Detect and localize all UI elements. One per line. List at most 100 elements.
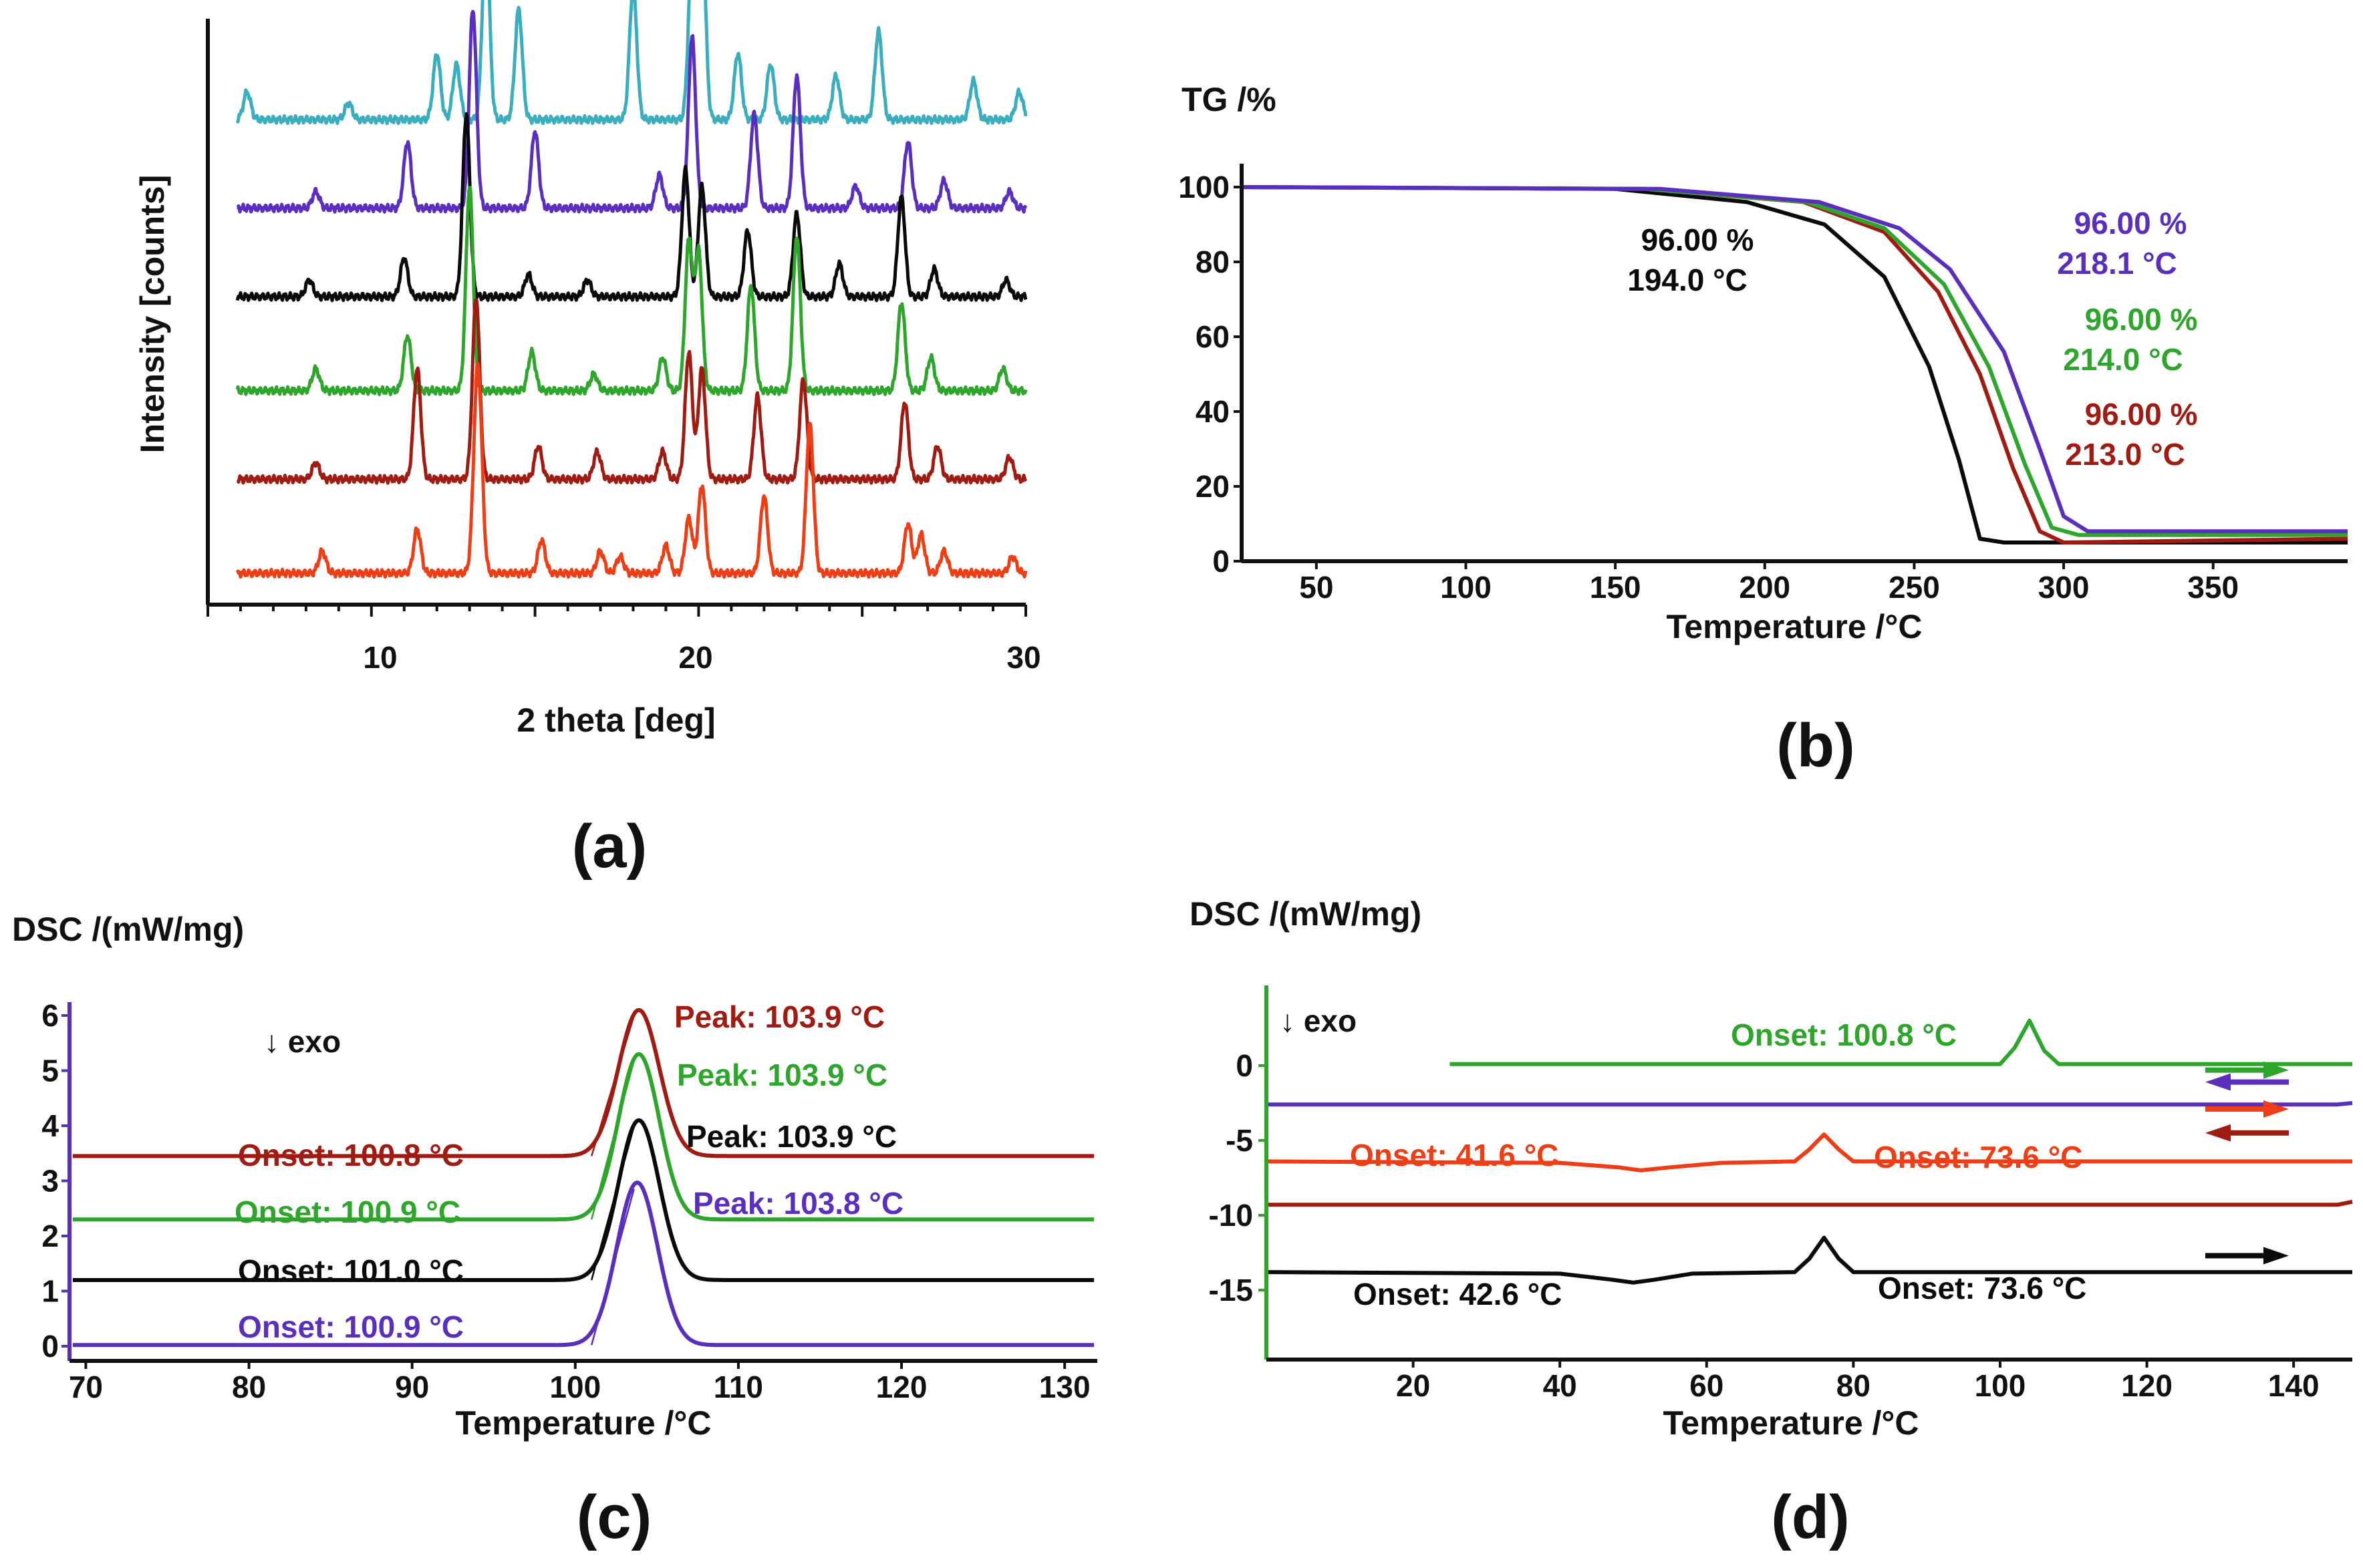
b-x-tick-label: 350 xyxy=(2187,570,2239,605)
b-y-tick-label: 100 xyxy=(1178,170,1230,204)
b-y-tick-label: 20 xyxy=(1196,469,1230,504)
c-x-tick-label: 80 xyxy=(232,1370,266,1404)
a-series-line xyxy=(235,361,1028,579)
b-series-group xyxy=(1241,185,2348,544)
c-peak-label: Peak: 103.9 °C xyxy=(674,999,885,1034)
c-series-line xyxy=(72,1007,1095,1158)
c-onset-tangent xyxy=(590,1060,635,1220)
c-y-tick-labels: 0 1 2 3 4 5 6 xyxy=(41,998,59,1364)
d-arrow-left-head-icon xyxy=(2205,1124,2231,1142)
b-annotation-percent: 96.00 % xyxy=(2074,206,2187,241)
a-panel-label: (a) xyxy=(572,812,647,881)
a-y-axis-label: Intensity [counts] xyxy=(134,175,171,454)
a-series-line xyxy=(235,186,1028,397)
c-series-line xyxy=(72,1052,1095,1222)
b-x-tick-label: 150 xyxy=(1590,570,1641,605)
c-y-tick-label: 1 xyxy=(41,1274,59,1309)
d-x-tick-label: 80 xyxy=(1836,1368,1870,1403)
d-y-tick-label: -5 xyxy=(1226,1123,1253,1158)
a-series-line xyxy=(236,9,1028,214)
d-x-tick-label: 140 xyxy=(2268,1368,2320,1403)
c-y-tick-label: 5 xyxy=(41,1054,59,1088)
d-x-tick-label: 120 xyxy=(2121,1368,2173,1403)
panel-b-tg: TG /% 50 100 150 200 250 300 350 020406080100 … xyxy=(1178,81,2348,780)
b-y-tick-label: 40 xyxy=(1196,394,1230,429)
d-onset-label: Onset: 73.6 °C xyxy=(1878,1271,2086,1305)
c-onset-label: Onset: 101.0 °C xyxy=(238,1253,464,1288)
b-x-tick-label: 50 xyxy=(1299,570,1333,605)
d-x-tick-label: 20 xyxy=(1396,1368,1430,1403)
c-onset-tangent xyxy=(591,1015,635,1156)
b-y-axis-title: TG /% xyxy=(1182,81,1276,118)
b-x-tick-label: 300 xyxy=(2038,570,2090,605)
b-y-tick-labels: 0 20 40 60 80 100 xyxy=(1178,170,1230,579)
c-onset-label: Onset: 100.9 °C xyxy=(238,1309,464,1344)
c-y-tick-label: 4 xyxy=(41,1108,59,1143)
b-annotation-temperature: 214.0 °C xyxy=(2063,342,2183,377)
c-series-line xyxy=(72,1181,1095,1348)
panel-c-dsc: DSC /(mW/mg) ↓ exo 70 80 90 100 110 120 130 0 1… xyxy=(12,911,1097,1551)
c-x-axis-label: Temperature /°C xyxy=(455,1404,711,1442)
a-x-ticks xyxy=(206,605,1027,617)
d-x-tick-label: 40 xyxy=(1543,1368,1577,1403)
d-series-line xyxy=(1266,1199,2353,1207)
c-y-tick-label: 3 xyxy=(41,1164,59,1199)
d-y-tick-label: -15 xyxy=(1209,1273,1253,1307)
panel-a-xrd: 10 20 30 2 theta [deg] Intensity [counts… xyxy=(134,0,1041,881)
d-y-tick-label: -10 xyxy=(1209,1198,1253,1233)
c-onset-label: Onset: 100.9 °C xyxy=(235,1195,460,1229)
c-series-group xyxy=(72,1007,1095,1348)
d-arrow-right-head-icon xyxy=(2263,1061,2289,1079)
b-annotation-percent: 96.00 % xyxy=(2085,302,2198,337)
d-series-line xyxy=(1266,1235,2352,1285)
c-panel-label: (c) xyxy=(577,1483,652,1551)
d-x-tick-label: 100 xyxy=(1975,1368,2026,1403)
b-panel-label: (b) xyxy=(1776,712,1854,780)
d-arrow-right-head-icon xyxy=(2263,1247,2289,1265)
c-y-tick-label: 6 xyxy=(41,998,59,1033)
a-series-line xyxy=(235,0,1028,126)
b-annotation-temperature: 194.0 °C xyxy=(1627,263,1748,297)
c-peak-label: Peak: 103.9 °C xyxy=(686,1119,897,1154)
b-x-tick-label: 250 xyxy=(1889,570,1940,605)
c-peak-label: Peak: 103.8 °C xyxy=(693,1186,903,1221)
d-series-group xyxy=(1266,1018,2353,1285)
d-series-line xyxy=(1449,1018,2352,1066)
c-x-tick-label: 120 xyxy=(876,1370,928,1404)
d-onset-label: Onset: 73.6 °C xyxy=(1874,1140,2082,1174)
c-y-tick-label: 2 xyxy=(41,1219,59,1253)
b-x-tick-labels: 50 100 150 200 250 300 350 xyxy=(1299,570,2239,605)
d-series-line xyxy=(1266,1101,2353,1107)
d-ticks xyxy=(1258,1064,2296,1368)
b-y-tick-label: 80 xyxy=(1196,245,1230,279)
b-y-tick-label: 60 xyxy=(1196,319,1230,354)
b-x-tick-label: 200 xyxy=(1739,570,1790,605)
d-direction-arrows xyxy=(2205,1061,2289,1265)
c-x-tick-label: 130 xyxy=(1039,1370,1091,1404)
b-y-tick-label: 0 xyxy=(1212,544,1230,579)
d-y-axis-title: DSC /(mW/mg) xyxy=(1190,895,1421,933)
c-x-tick-labels: 70 80 90 100 110 120 130 xyxy=(69,1370,1091,1404)
c-onset-tangent xyxy=(591,1189,635,1346)
a-series-line xyxy=(236,298,1028,485)
d-x-axis-label: Temperature /°C xyxy=(1663,1404,1919,1442)
d-series-line xyxy=(1266,1132,2352,1172)
a-series-group xyxy=(235,0,1028,579)
a-x-tick-label: 30 xyxy=(1006,640,1040,675)
c-ticks xyxy=(61,1014,1067,1369)
d-x-tick-label: 60 xyxy=(1689,1368,1723,1403)
c-x-tick-label: 100 xyxy=(549,1370,601,1404)
c-onset-label: Onset: 100.8 °C xyxy=(238,1138,464,1172)
panel-d-dsc: DSC /(mW/mg) ↓ exo 20 40 60 80 100 120 140 0 -5… xyxy=(1190,895,2353,1551)
b-x-tick-label: 100 xyxy=(1440,570,1492,605)
b-annotation-percent: 96.00 % xyxy=(2085,397,2198,432)
c-onset-tangent xyxy=(591,1126,635,1281)
c-y-tick-label: 0 xyxy=(41,1329,59,1364)
d-exo-note: ↓ exo xyxy=(1280,1003,1357,1038)
c-x-tick-label: 70 xyxy=(69,1370,103,1404)
d-x-tick-labels: 20 40 60 80 100 120 140 xyxy=(1396,1368,2320,1403)
d-onset-label: Onset: 41.6 °C xyxy=(1350,1138,1558,1172)
d-panel-label: (d) xyxy=(1771,1483,1849,1551)
b-annotation-percent: 96.00 % xyxy=(1641,222,1754,257)
